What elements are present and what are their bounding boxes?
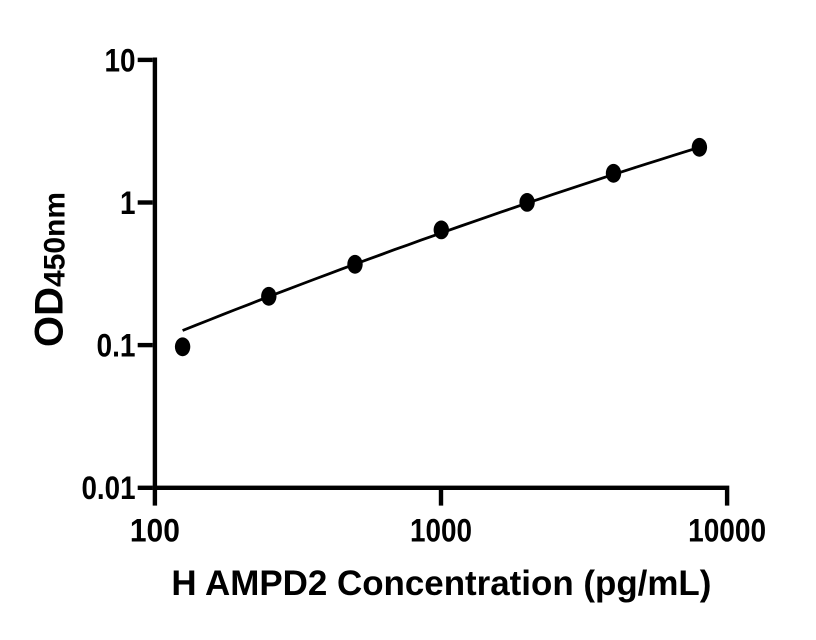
svg-text:H AMPD2 Concentration (pg/mL): H AMPD2 Concentration (pg/mL) xyxy=(171,564,711,603)
svg-text:OD450nm: OD450nm xyxy=(28,192,72,347)
svg-text:0.1: 0.1 xyxy=(97,328,136,364)
svg-text:1: 1 xyxy=(120,185,136,221)
svg-text:10000: 10000 xyxy=(688,513,766,549)
svg-text:10: 10 xyxy=(105,42,136,78)
svg-text:0.01: 0.01 xyxy=(82,470,136,506)
svg-text:1000: 1000 xyxy=(410,513,472,549)
svg-text:100: 100 xyxy=(130,513,180,549)
